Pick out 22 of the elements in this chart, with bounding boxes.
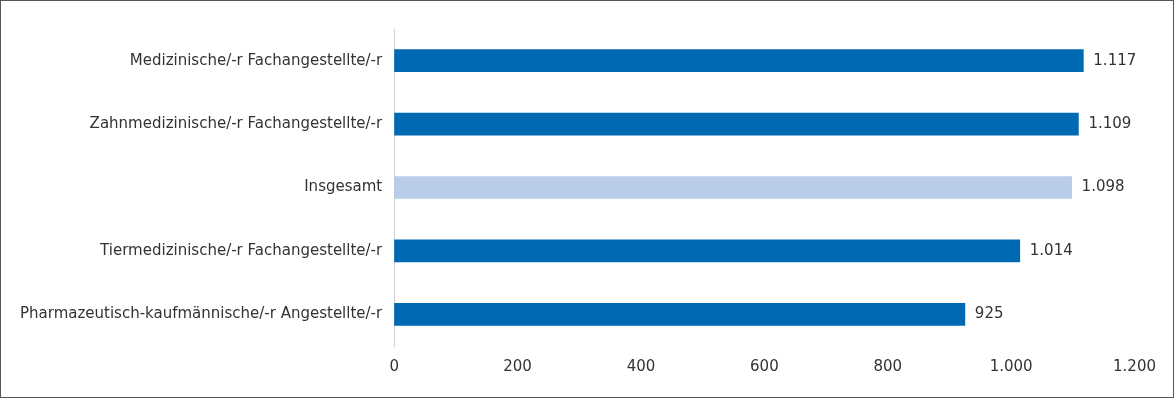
data-label: 1.117: [1093, 50, 1137, 69]
y-tick-label: Zahnmedizinische/-r Fachangestellte/-r: [89, 113, 384, 132]
x-tick-label: 0: [389, 356, 399, 375]
bar: [394, 49, 1084, 73]
x-tick-label: 600: [750, 356, 779, 375]
bar: [394, 176, 1072, 199]
x-tick-label: 1.200: [1113, 356, 1157, 375]
y-tick-label: Insgesamt: [304, 177, 383, 196]
y-tick-label: Medizinische/-r Fachangestellte/-r: [129, 50, 384, 69]
x-tick-label: 800: [873, 356, 903, 375]
data-label: 1.014: [1029, 240, 1073, 259]
x-tick-label: 400: [626, 356, 656, 375]
x-tick-label: 1.000: [989, 356, 1033, 375]
data-label: 1.098: [1081, 177, 1125, 196]
data-label: 1.109: [1088, 113, 1132, 132]
bar: [394, 302, 966, 326]
x-tick-label: 200: [503, 356, 532, 375]
bar: [394, 239, 1021, 263]
y-tick-label: Tiermedizinische/-r Fachangestellte/-r: [99, 240, 384, 259]
y-tick-label: Pharmazeutisch-kaufmännische/-r Angestellte/-r: [19, 304, 384, 323]
data-label: 925: [974, 304, 1004, 323]
bar: [394, 112, 1079, 136]
